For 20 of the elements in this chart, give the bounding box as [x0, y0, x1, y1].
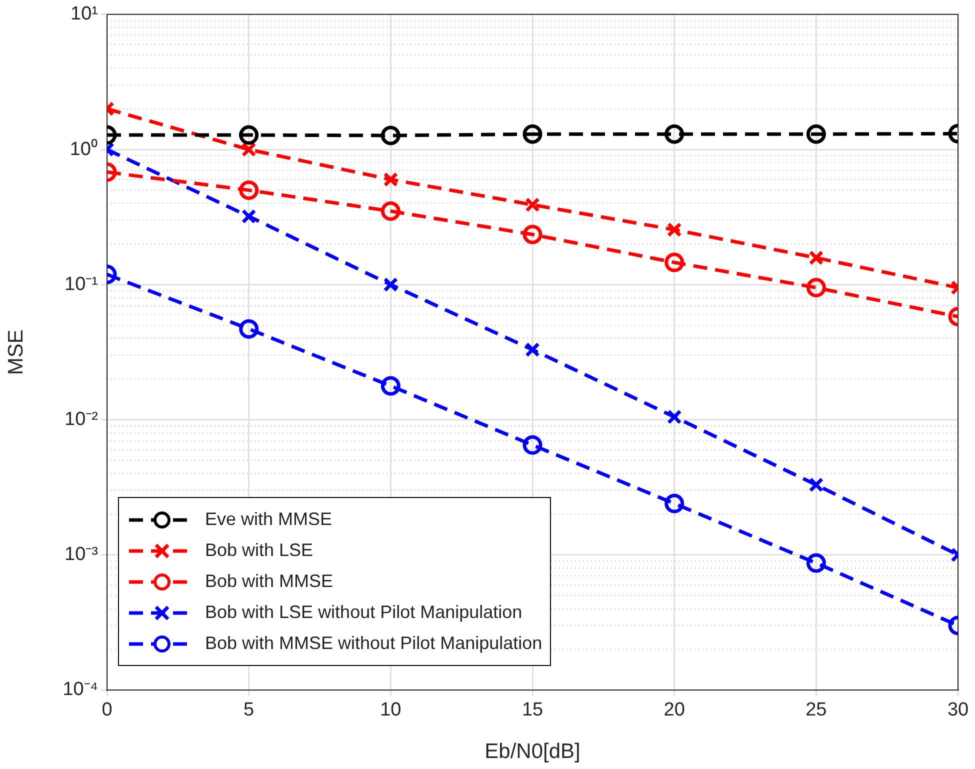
x-tick-label: 30 — [947, 700, 969, 721]
legend-label: Bob with LSE without Pilot Manipulation — [205, 602, 522, 623]
legend-label: Bob with MMSE without Pilot Manipulation — [205, 633, 542, 654]
y-axis-title: MSE — [4, 329, 28, 375]
y-tick-label: 10¹ — [70, 4, 98, 25]
legend-label: Bob with MMSE — [205, 571, 334, 592]
x-tick-label: 20 — [664, 700, 685, 721]
y-tick-label: 10⁻³ — [64, 544, 98, 566]
legend-label: Eve with MMSE — [205, 509, 332, 530]
y-tick-label: 10⁻¹ — [64, 274, 98, 295]
x-tick-label: 0 — [102, 700, 112, 721]
y-tick-label: 10⁻² — [64, 408, 98, 430]
x-tick-label: 25 — [806, 700, 827, 721]
x-axis-title: Eb/N0[dB] — [484, 740, 580, 764]
y-tick-label: 10⁻⁴ — [62, 679, 98, 700]
x-tick-label: 10 — [380, 700, 402, 721]
legend-label: Bob with LSE — [205, 540, 314, 561]
x-tick-label: 5 — [244, 700, 254, 721]
y-tick-label: 10⁰ — [70, 138, 98, 160]
x-tick-label: 15 — [522, 700, 544, 721]
